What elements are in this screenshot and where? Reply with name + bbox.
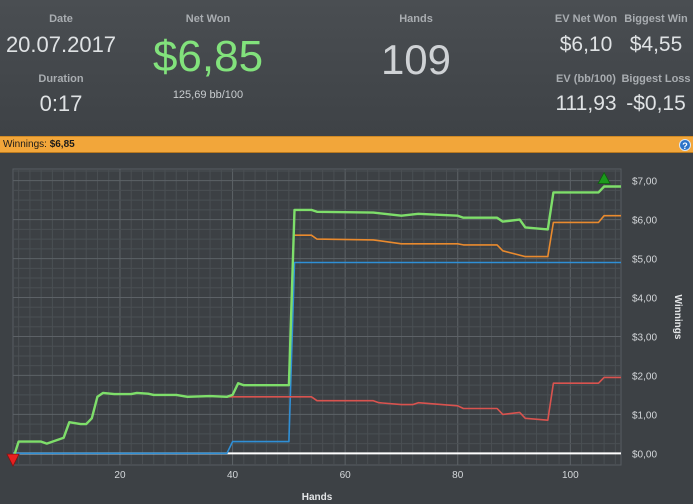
- y-tick-label: $0,00: [632, 449, 657, 460]
- winnings-chart: $7,00 $6,00 $5,00 $4,00 $3,00 $2,00 $1,00 $0,00…: [0, 153, 693, 504]
- winnings-label: Winnings:: [3, 139, 47, 150]
- y-axis-ticks: $7,00 $6,00 $5,00 $4,00 $3,00 $2,00 $1,00 $0,00: [632, 177, 657, 461]
- x-axis-title: Hands: [302, 492, 333, 503]
- ev-net-won-label: EV Net Won: [554, 13, 618, 25]
- chart-markers: [6, 171, 611, 468]
- x-tick-label: 20: [114, 470, 126, 481]
- date-label: Date: [49, 13, 73, 25]
- biggest-loss-label: Biggest Loss: [621, 73, 691, 85]
- net-won-value: $6,85: [152, 32, 264, 81]
- ev-bb-value: 111,93: [555, 92, 617, 115]
- winnings-summary: Winnings: $6,85: [3, 139, 75, 150]
- y-tick-label: $7,00: [632, 177, 657, 188]
- x-tick-label: 80: [452, 470, 464, 481]
- duration-value: 0:17: [39, 91, 83, 116]
- session-stats-panel: Date 20.07.2017 Duration 0:17 Net Won $6…: [0, 0, 693, 136]
- bb-per-100-value: 125,69 bb/100: [172, 89, 244, 101]
- chart-grid: [13, 169, 621, 465]
- y-tick-label: $1,00: [632, 410, 657, 421]
- biggest-win-value: $4,55: [629, 33, 683, 56]
- y-tick-label: $3,00: [632, 332, 657, 343]
- y-tick-label: $6,00: [632, 216, 657, 227]
- biggest-loss-value: -$0,15: [626, 92, 686, 115]
- x-tick-label: 100: [562, 470, 579, 481]
- showdown-line: [13, 261, 621, 455]
- x-tick-label: 40: [227, 470, 239, 481]
- net-won-label: Net Won: [185, 13, 231, 25]
- winnings-value: $6,85: [49, 139, 75, 150]
- y-axis-title: Winnings: [672, 295, 683, 340]
- y-tick-label: $4,00: [632, 294, 657, 305]
- x-axis-ticks: 20 40 60 80 100: [114, 470, 579, 481]
- date-value: 20.07.2017: [5, 32, 117, 57]
- hands-value: 109: [380, 36, 452, 83]
- max-marker-icon: [597, 171, 611, 184]
- y-tick-label: $2,00: [632, 371, 657, 382]
- min-marker-icon: [6, 453, 20, 468]
- y-tick-label: $5,00: [632, 255, 657, 266]
- help-icon[interactable]: ?: [679, 139, 691, 151]
- winnings-bar: Winnings: $6,85 ?: [0, 136, 693, 153]
- chart-series: [11, 185, 621, 460]
- x-tick-label: 60: [340, 470, 352, 481]
- ev-net-won-value: $6,10: [559, 33, 613, 56]
- ev-bb-label: EV (bb/100): [556, 73, 616, 85]
- duration-label: Duration: [38, 73, 84, 85]
- winnings-chart-svg: $7,00 $6,00 $5,00 $4,00 $3,00 $2,00 $1,00 $0,00…: [6, 168, 683, 503]
- net-won-line: [11, 185, 621, 460]
- ev-line: [294, 214, 621, 258]
- biggest-win-label: Biggest Win: [624, 13, 688, 25]
- hands-label: Hands: [399, 13, 433, 25]
